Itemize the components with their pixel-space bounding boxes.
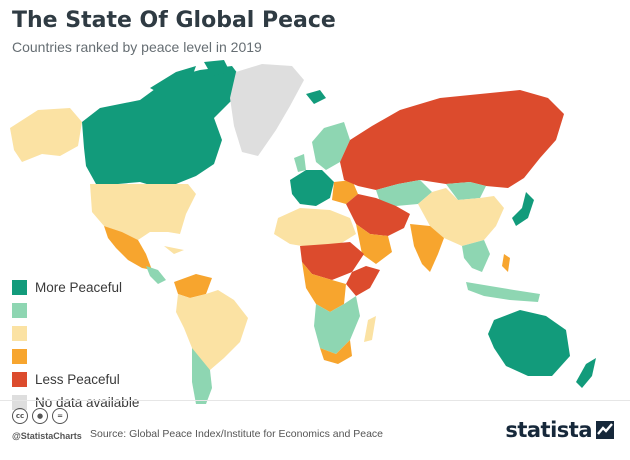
brand-name: statista <box>505 418 592 442</box>
region-indonesia <box>466 282 540 302</box>
legend-item <box>12 345 139 368</box>
region-cuba <box>164 246 184 254</box>
region-iceland <box>306 90 326 104</box>
region-greenland <box>230 64 304 156</box>
chart-title: The State Of Global Peace <box>12 8 336 33</box>
legend-swatch <box>12 395 27 410</box>
legend-item <box>12 299 139 322</box>
region-scandinavia <box>312 122 350 170</box>
region-arctic-islands <box>150 60 230 98</box>
legend-label: Less Peaceful <box>35 372 120 387</box>
cc-icon[interactable]: cc <box>12 408 28 424</box>
legend-label: No data available <box>35 395 140 410</box>
chart-subtitle: Countries ranked by peace level in 2019 <box>12 39 262 55</box>
map-legend: More Peaceful Less Peaceful No data avai… <box>12 276 139 414</box>
region-sahel <box>300 242 364 280</box>
legend-item: No data available <box>12 391 139 414</box>
region-venezuela <box>174 274 212 298</box>
footer-divider <box>0 400 630 401</box>
source-note: Source: Global Peace Index/Institute for… <box>90 428 384 440</box>
region-new-zealand <box>576 358 596 388</box>
legend-swatch <box>12 372 27 387</box>
region-uk <box>294 154 306 172</box>
region-canada <box>82 66 244 188</box>
region-madagascar <box>364 316 376 342</box>
legend-swatch <box>12 303 27 318</box>
region-south-africa <box>320 340 352 364</box>
region-mexico <box>104 226 152 270</box>
region-central-america <box>146 266 166 284</box>
region-india <box>410 224 444 272</box>
region-australia <box>488 310 570 376</box>
region-usa <box>90 184 196 240</box>
region-china <box>418 188 504 246</box>
region-middle-east <box>346 194 410 236</box>
license-icons: cc ● = <box>12 408 68 424</box>
region-japan <box>512 192 534 226</box>
region-south-america <box>176 290 248 370</box>
world-map <box>10 60 596 404</box>
region-central-africa <box>302 262 346 312</box>
region-southeast-asia <box>462 240 490 272</box>
nd-icon[interactable]: = <box>52 408 68 424</box>
statista-logo[interactable]: statista <box>505 418 614 442</box>
by-icon[interactable]: ● <box>32 408 48 424</box>
twitter-handle[interactable]: @StatistaCharts <box>12 431 82 441</box>
legend-swatch <box>12 326 27 341</box>
region-kazakhstan <box>376 180 432 206</box>
region-horn-africa <box>346 266 380 296</box>
region-mongolia <box>446 182 486 200</box>
legend-swatch <box>12 349 27 364</box>
legend-item: More Peaceful <box>12 276 139 299</box>
legend-item: Less Peaceful <box>12 368 139 391</box>
region-philippines <box>502 254 510 272</box>
region-western-europe <box>290 170 334 206</box>
region-eastern-europe <box>332 180 358 204</box>
statista-mark-icon <box>596 421 614 439</box>
region-north-africa <box>274 208 356 248</box>
region-russia <box>340 90 564 190</box>
region-alaska <box>10 108 82 162</box>
region-arabia <box>356 224 392 264</box>
legend-swatch <box>12 280 27 295</box>
region-southern-cone <box>192 348 212 404</box>
legend-item <box>12 322 139 345</box>
legend-label: More Peaceful <box>35 280 123 295</box>
region-southern-africa <box>314 296 360 354</box>
